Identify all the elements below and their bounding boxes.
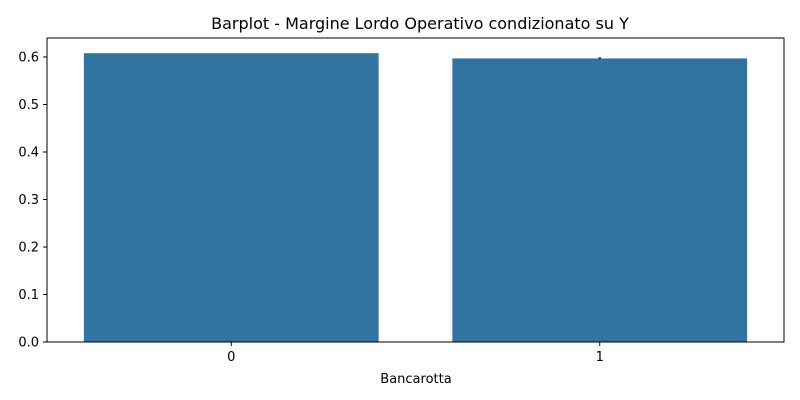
y-tick-label: 0.0 xyxy=(18,336,39,351)
y-tick-label: 0.2 xyxy=(18,241,39,256)
bar-1 xyxy=(452,58,748,343)
y-tick-label: 0.3 xyxy=(18,193,39,208)
y-tick-label: 0.6 xyxy=(18,51,39,66)
y-axis: 0.0 0.1 0.2 0.3 0.4 0.5 0.6 xyxy=(18,51,47,351)
bar-0 xyxy=(83,53,379,342)
y-tick-label: 0.1 xyxy=(18,288,39,303)
x-tick-label: 0 xyxy=(227,350,235,365)
x-tick-label: 1 xyxy=(596,350,604,365)
plot-frame xyxy=(46,37,785,343)
chart-title: Barplot - Margine Lordo Operativo condiz… xyxy=(211,14,629,33)
x-axis-label: Bancarotta xyxy=(380,372,451,387)
y-tick-label: 0.4 xyxy=(18,146,39,161)
bars-group xyxy=(83,53,748,343)
y-tick-label: 0.5 xyxy=(18,98,39,113)
